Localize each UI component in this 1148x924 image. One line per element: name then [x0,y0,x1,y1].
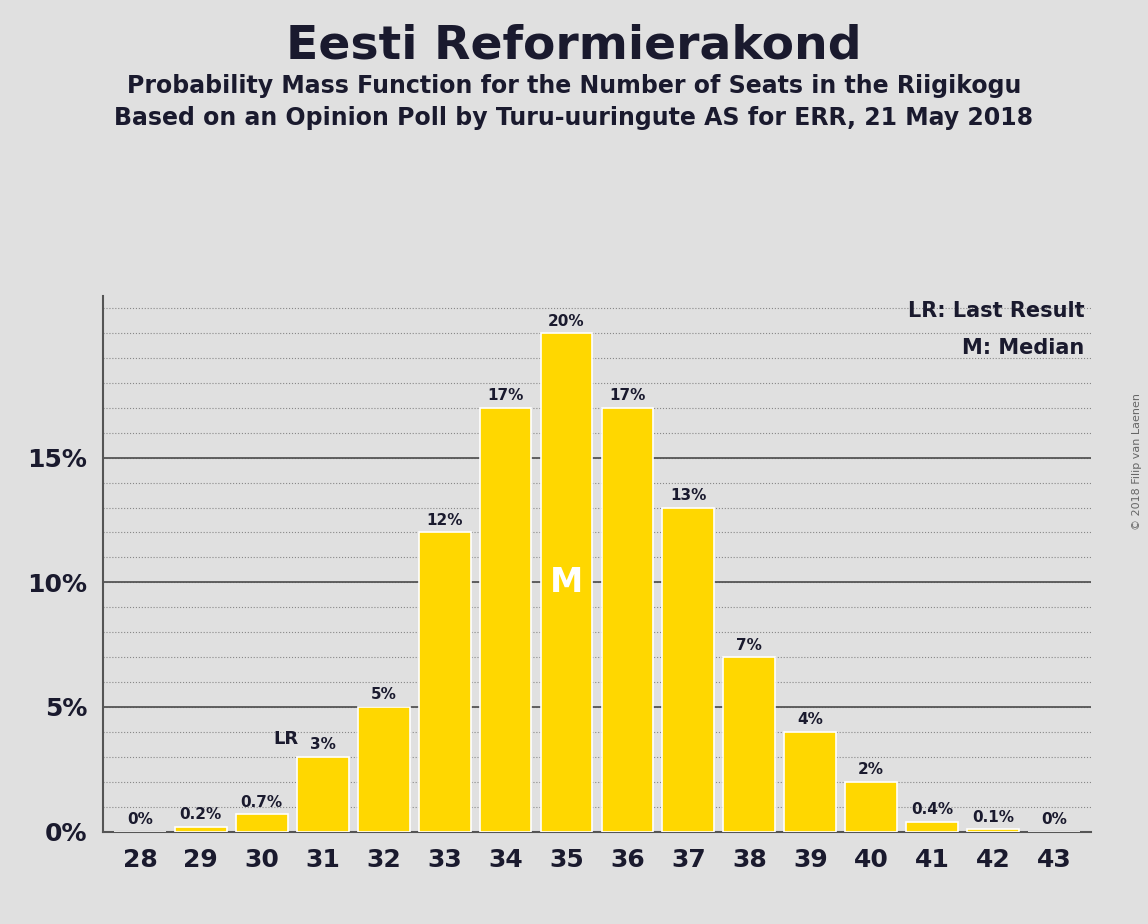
Bar [297,757,349,832]
Bar [174,827,227,832]
Text: 7%: 7% [736,638,762,652]
Bar [358,707,410,832]
Bar [662,507,714,832]
Text: 5%: 5% [371,687,396,702]
Text: 3%: 3% [310,737,335,752]
Text: 17%: 17% [488,388,523,404]
Text: 4%: 4% [798,712,823,727]
Text: 0%: 0% [127,812,153,827]
Text: LR: Last Result: LR: Last Result [908,300,1085,321]
Bar [235,814,288,832]
Text: LR: LR [273,730,298,748]
Text: 2%: 2% [859,762,884,777]
Text: Eesti Reformierakond: Eesti Reformierakond [286,23,862,68]
Text: M: Median: M: Median [962,338,1085,359]
Text: 0%: 0% [1041,812,1066,827]
Text: Probability Mass Function for the Number of Seats in the Riigikogu: Probability Mass Function for the Number… [126,74,1022,98]
Text: © 2018 Filip van Laenen: © 2018 Filip van Laenen [1132,394,1142,530]
Text: Based on an Opinion Poll by Turu-uuringute AS for ERR, 21 May 2018: Based on an Opinion Poll by Turu-uuringu… [115,106,1033,130]
Bar [845,782,897,832]
Bar [602,407,653,832]
Text: 0.2%: 0.2% [180,808,222,822]
Text: 0.7%: 0.7% [241,795,282,809]
Text: 12%: 12% [426,513,463,528]
Bar [906,821,959,832]
Text: 0.4%: 0.4% [912,802,953,817]
Text: 20%: 20% [549,313,584,329]
Bar [723,657,775,832]
Bar [480,407,532,832]
Bar [784,732,836,832]
Text: 0.1%: 0.1% [972,809,1014,824]
Text: M: M [550,565,583,599]
Bar [419,532,471,832]
Text: 17%: 17% [610,388,645,404]
Bar [968,829,1019,832]
Bar [541,333,592,832]
Text: 13%: 13% [670,488,706,503]
